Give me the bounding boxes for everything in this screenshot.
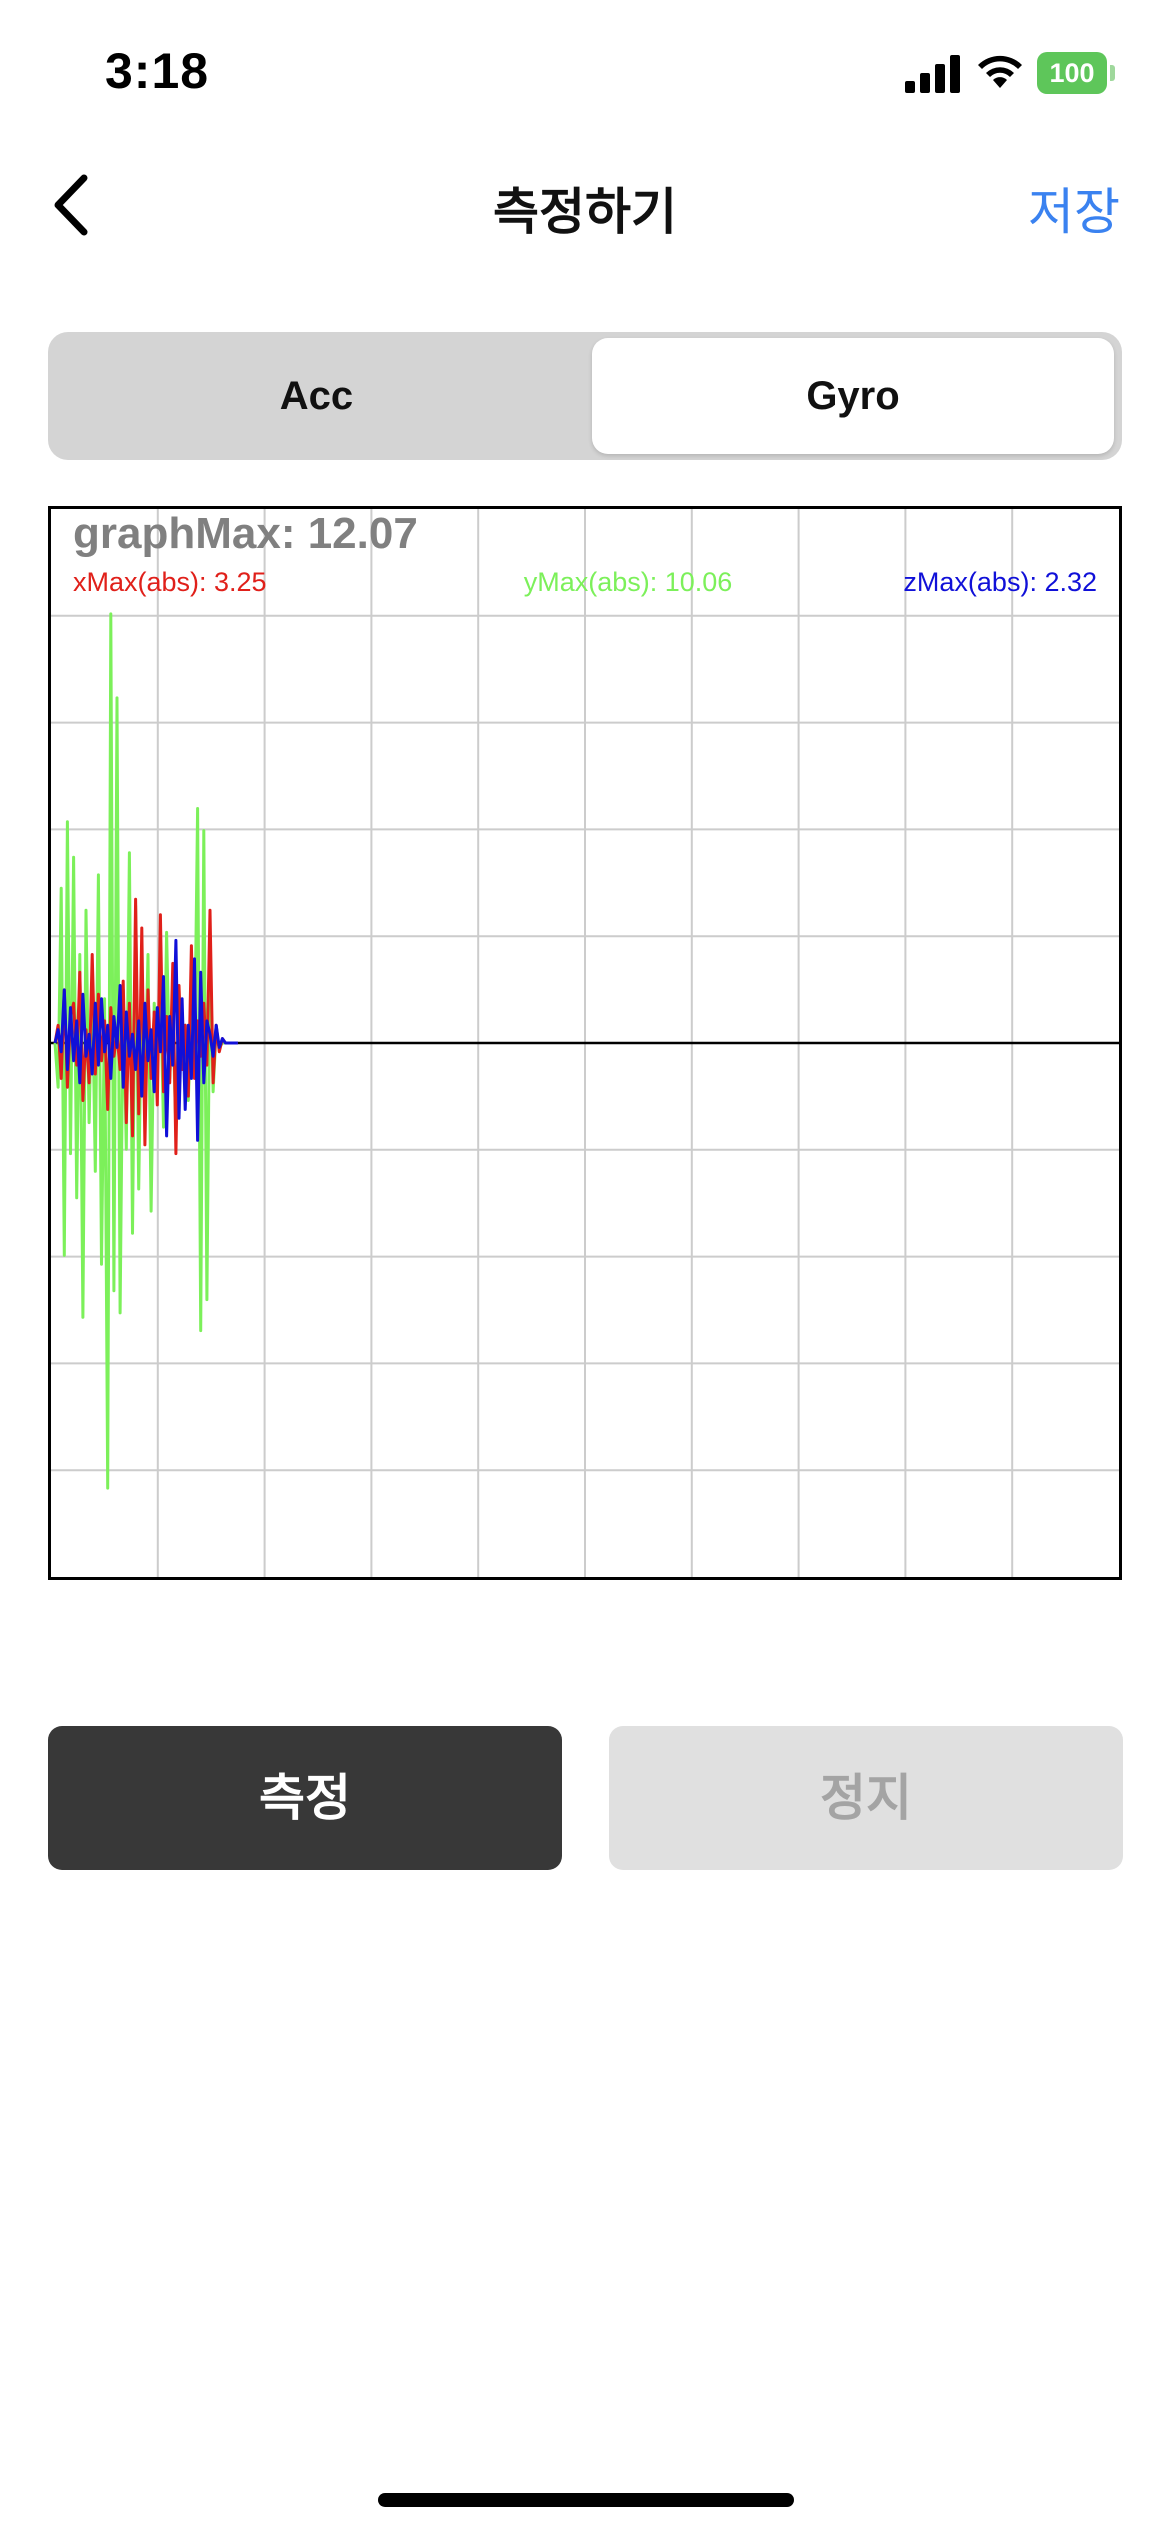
page-title: 측정하기 (493, 183, 677, 241)
sensor-graph: graphMax: 12.07 xMax(abs): 3.25 yMax(abs… (48, 506, 1122, 1580)
stop-button: 정지 (609, 1726, 1123, 1870)
nav-bar: 측정하기 저장 (0, 150, 1170, 260)
sensor-segmented-control: Acc Gyro (48, 332, 1122, 460)
y-max-label: yMax(abs): 10.06 (523, 567, 733, 597)
cellular-signal-icon (905, 55, 960, 93)
battery-tip (1110, 65, 1115, 81)
measure-button[interactable]: 측정 (48, 1726, 562, 1870)
status-bar: 3:18 100 (0, 0, 1170, 140)
graph-canvas (51, 509, 1119, 1577)
battery-level: 100 (1037, 52, 1107, 94)
segment-gyro[interactable]: Gyro (806, 374, 900, 418)
z-series-line (53, 938, 238, 1142)
save-button[interactable]: 저장 (1028, 183, 1120, 241)
status-time: 3:18 (105, 43, 210, 99)
z-max-label: zMax(abs): 2.32 (903, 567, 1097, 597)
graph-max-label: graphMax: 12.07 (73, 509, 418, 558)
home-indicator (378, 2493, 794, 2507)
x-max-label: xMax(abs): 3.25 (73, 567, 267, 597)
back-chevron-icon[interactable] (40, 170, 110, 240)
battery-icon: 100 (1037, 52, 1115, 94)
segment-gyro-selected[interactable]: Gyro (592, 338, 1114, 454)
wifi-icon (978, 55, 1022, 88)
segment-acc[interactable]: Acc (279, 374, 354, 418)
